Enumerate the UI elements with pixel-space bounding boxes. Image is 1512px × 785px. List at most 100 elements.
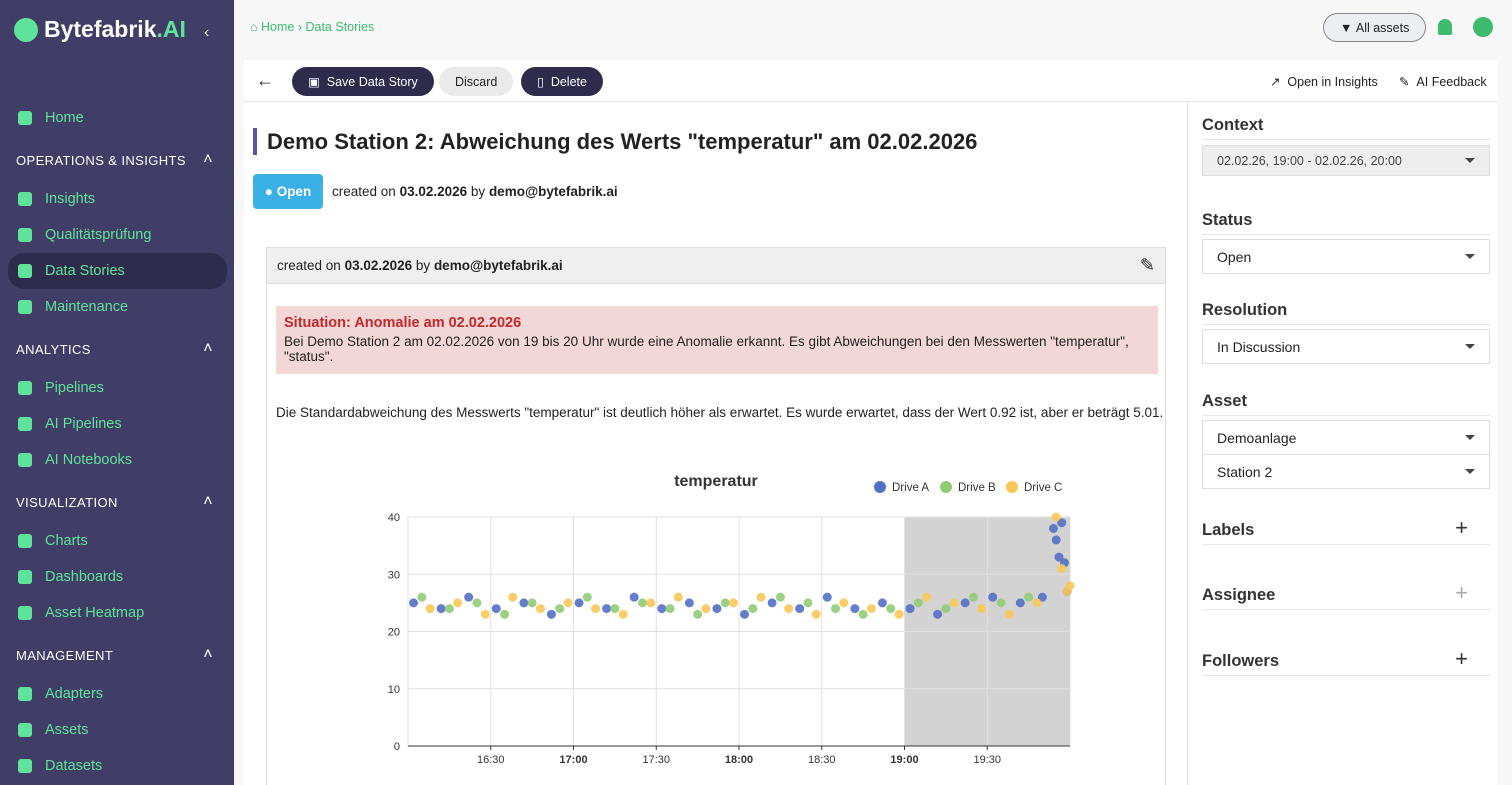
label-text: Labels [1202, 521, 1255, 539]
meta-author: demo@bytefabrik.ai [488, 184, 618, 199]
field-value: Demoanlage [1217, 429, 1297, 446]
point [839, 598, 849, 608]
point [701, 604, 711, 614]
toolbar: ← ▣ Save Data Story Discard ▯ Delete ↗ O… [244, 60, 1498, 102]
nav-item[interactable]: Data Stories [8, 253, 227, 289]
point [657, 604, 667, 614]
delete-button[interactable]: ▯ Delete [521, 67, 603, 96]
story-meta: created on 03.02.2026 by demo@bytefabrik… [332, 184, 618, 199]
back[interactable]: ← [256, 70, 274, 90]
point [784, 604, 794, 614]
status-select[interactable]: Open [1202, 239, 1490, 274]
account[interactable] [1473, 17, 1493, 37]
nav-item[interactable]: Dashboards [8, 559, 227, 595]
point [886, 604, 896, 614]
panel-label: Assignee + [1202, 580, 1490, 610]
point [1032, 598, 1042, 608]
nav-item[interactable]: Maintenance [8, 289, 227, 325]
point [850, 604, 860, 614]
nav-section[interactable]: MANAGEMENT ˄ [8, 637, 227, 673]
nav-icon [18, 453, 32, 467]
x-tick-label: 19:30 [973, 754, 1001, 766]
point [563, 598, 573, 608]
open-insights[interactable]: ↗ Open in Insights [1270, 75, 1378, 89]
nav-icon [18, 606, 32, 620]
nav-label: Dashboards [45, 569, 124, 585]
nav-item[interactable]: AI Notebooks [8, 442, 227, 478]
discard-button[interactable]: Discard [439, 67, 514, 96]
point [693, 609, 703, 619]
point [960, 598, 970, 608]
nav-section[interactable]: ANALYTICS ˄ [8, 331, 227, 367]
nav-item[interactable]: Assets [8, 712, 227, 748]
point [637, 598, 647, 608]
filter[interactable]: ▼ All assets [1323, 13, 1427, 42]
point [988, 592, 998, 602]
asset-select[interactable]: Station 2 [1202, 454, 1490, 489]
point [866, 604, 876, 614]
add[interactable]: + [1455, 580, 1468, 605]
nav-section[interactable]: VISUALIZATION ˄ [8, 484, 227, 520]
point [1004, 609, 1014, 619]
crumb[interactable]: Home [261, 20, 295, 34]
nav-icon [18, 723, 32, 737]
point [740, 609, 750, 619]
add[interactable]: + [1455, 515, 1468, 540]
nav-item[interactable]: AI Pipelines [8, 406, 227, 442]
point [905, 604, 915, 614]
legend-label: Drive B [958, 482, 996, 494]
point [949, 598, 959, 608]
nav-item[interactable]: Qualitätsprüfung [8, 217, 227, 253]
nav-label: Maintenance [45, 299, 129, 315]
comment-header: created on 03.02.2026 by demo@bytefabrik… [267, 248, 1165, 284]
context-field: 02.02.26, 19:00 - 02.02.26, 20:00 [1202, 145, 1490, 176]
nav-section[interactable]: OPERATIONS & INSIGHTS ˄ [8, 142, 227, 178]
x-tick-label: 17:00 [559, 754, 587, 766]
point [1037, 592, 1047, 602]
point [1054, 552, 1064, 562]
save-button[interactable]: ▣ Save Data Story [292, 67, 434, 96]
ai-feedback[interactable]: ✎ AI Feedback [1399, 75, 1487, 89]
nav-item[interactable]: Home [8, 100, 227, 136]
nav-item[interactable]: Adapters [8, 676, 227, 712]
meta-author: demo@bytefabrik.ai [433, 258, 563, 273]
point [894, 609, 904, 619]
point [1048, 523, 1058, 533]
point [1065, 581, 1075, 591]
legend-label: Drive A [892, 482, 929, 494]
nav-item[interactable]: Pipelines [8, 370, 227, 406]
nav-label: VISUALIZATION [16, 494, 118, 510]
nav-icon [18, 111, 32, 125]
nav-label: Charts [45, 533, 88, 549]
point [795, 604, 805, 614]
crumb[interactable]: Data Stories [305, 20, 375, 34]
nav-item[interactable]: Datasets [8, 748, 227, 784]
point [720, 598, 730, 608]
collapse[interactable]: ‹ [204, 24, 210, 41]
x-tick-label: 18:30 [808, 754, 836, 766]
legend-swatch [940, 481, 952, 493]
asset-select[interactable]: Demoanlage [1202, 420, 1490, 455]
edit[interactable]: ✎ [1139, 255, 1155, 275]
add[interactable]: + [1455, 646, 1468, 671]
nav-item[interactable]: Charts [8, 523, 227, 559]
point [767, 598, 777, 608]
bell[interactable] [1438, 19, 1452, 35]
nav-label: ANALYTICS [16, 341, 91, 357]
point [1015, 598, 1025, 608]
point [491, 604, 501, 614]
status-text: Open [276, 184, 312, 199]
point [822, 592, 832, 602]
nav-icon [18, 570, 32, 584]
title-accent [253, 128, 257, 155]
panel-label: Resolution [1202, 301, 1490, 325]
point [673, 592, 683, 602]
resolution-select[interactable]: In Discussion [1202, 329, 1490, 364]
field-value: Station 2 [1217, 463, 1273, 480]
nav-item[interactable]: Insights [8, 181, 227, 217]
nav-item[interactable]: Asset Heatmap [8, 595, 227, 631]
point [1051, 512, 1061, 522]
point [472, 598, 482, 608]
meta-text: created on [332, 184, 396, 199]
